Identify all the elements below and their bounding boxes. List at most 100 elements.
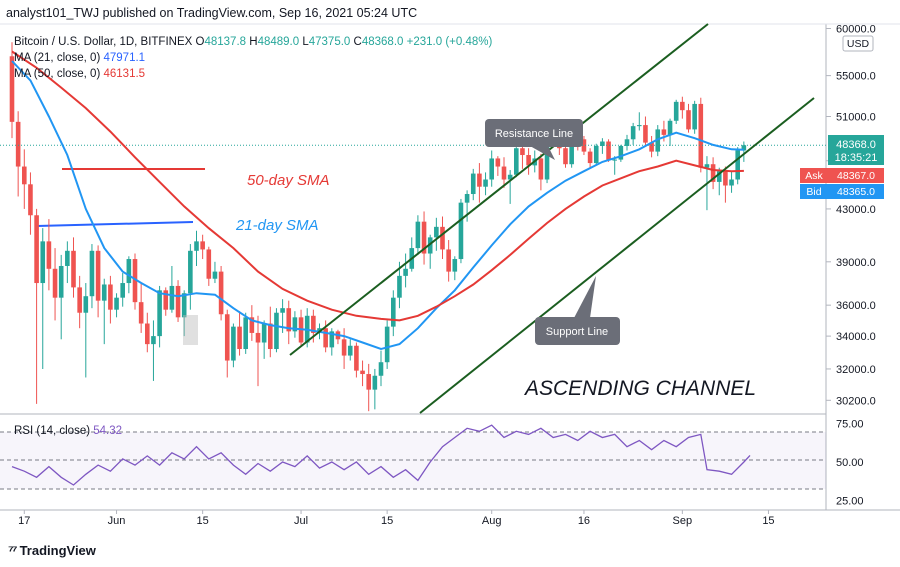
- candle-body: [593, 145, 599, 164]
- candle-body: [311, 315, 316, 333]
- pattern-annotation[interactable]: ASCENDING CHANNEL: [523, 377, 756, 400]
- ma21-legend-row[interactable]: MA (21, close, 0) 47971.1: [14, 52, 145, 64]
- candle: [255, 315, 261, 387]
- candle: [212, 261, 218, 284]
- price-tick-label: 39000.0: [836, 257, 876, 269]
- candle-body: [157, 290, 162, 337]
- candle-body: [372, 375, 378, 390]
- candle: [335, 329, 341, 345]
- candle: [692, 100, 697, 134]
- bid-value-box: [828, 184, 884, 199]
- symbol-legend-row[interactable]: Bitcoin / U.S. Dollar, 1D, BITFINEX O481…: [14, 36, 492, 48]
- candle-body: [686, 110, 691, 130]
- candle: [268, 306, 273, 358]
- candle-body: [126, 259, 132, 284]
- price-tag-box: [828, 135, 884, 165]
- rsi-axis[interactable]: 75.00 50.00 25.00: [836, 419, 864, 508]
- candle: [489, 150, 494, 187]
- resistance-callout[interactable]: Resistance Line: [485, 119, 583, 160]
- candle-body: [637, 125, 642, 127]
- candle-body: [52, 268, 58, 298]
- candle-body: [446, 249, 451, 272]
- candle-body: [175, 285, 181, 318]
- candle-body: [507, 174, 513, 180]
- ma50-legend-row[interactable]: MA (50, close, 0) 46131.5: [14, 68, 145, 80]
- candle-body: [716, 171, 722, 182]
- candle-body: [65, 250, 70, 266]
- support-line[interactable]: [419, 97, 815, 414]
- sma50-annotation[interactable]: 50-day SMA: [247, 172, 330, 189]
- candle-body: [698, 103, 704, 168]
- candle-body: [538, 158, 544, 180]
- candle: [606, 139, 611, 162]
- ask-label-box: [800, 168, 828, 183]
- ask-value-box: [828, 168, 884, 183]
- resistance-line[interactable]: [289, 23, 709, 356]
- candle: [593, 143, 599, 166]
- candle-body: [71, 250, 76, 288]
- candle-body: [163, 290, 169, 310]
- time-axis[interactable]: 17 Jun 15 Jul 15 Aug 16 Sep 15: [18, 510, 775, 527]
- candle: [157, 285, 162, 348]
- close-value: 48368.0: [361, 36, 404, 48]
- candle: [673, 99, 679, 124]
- candle-body: [83, 296, 89, 313]
- price-axis[interactable]: 60000.055000.051000.047000.043000.039000…: [826, 23, 876, 407]
- open-label: O: [195, 36, 205, 48]
- candle-body: [600, 141, 605, 146]
- candle-body: [151, 336, 156, 345]
- rsi-tick-label: 75.00: [836, 419, 864, 431]
- price-tick-label: 32000.0: [836, 364, 876, 376]
- support-callout[interactable]: Support Line: [535, 276, 620, 345]
- candle: [470, 168, 476, 201]
- price-tick-label: 30200.0: [836, 395, 876, 407]
- time-tick-label: 15: [197, 515, 209, 527]
- candle: [151, 320, 156, 381]
- sma21-annotation[interactable]: 21-day SMA: [235, 217, 319, 234]
- candle-body: [612, 159, 617, 161]
- candle-body: [224, 314, 230, 361]
- ask-value: 48367.0: [837, 170, 875, 182]
- candle-body: [495, 158, 501, 167]
- candle-body: [704, 164, 710, 168]
- resistance-callout-text: Resistance Line: [495, 128, 573, 140]
- candle: [175, 280, 181, 322]
- candle-body: [520, 148, 525, 156]
- candle: [464, 190, 470, 222]
- rsi-line: [11, 424, 751, 486]
- candle: [391, 290, 396, 337]
- candle-body: [618, 145, 624, 160]
- candle: [89, 244, 95, 309]
- rsi-legend-row[interactable]: RSI (14, close) 54.32: [14, 425, 122, 437]
- candle: [643, 116, 648, 146]
- candle-body: [181, 293, 187, 318]
- candle-body: [9, 56, 15, 122]
- candle-body: [15, 121, 21, 167]
- candle-body: [200, 241, 205, 250]
- candle-body: [477, 173, 482, 187]
- bid-label-box: [800, 184, 828, 199]
- candle: [434, 217, 439, 251]
- tradingview-footer[interactable]: ⁷⁷ TradingView: [8, 542, 96, 558]
- resistance-callout-box: [485, 119, 583, 147]
- currency-badge[interactable]: USD: [847, 38, 870, 50]
- candle-body: [28, 184, 33, 216]
- candle-body: [421, 221, 427, 254]
- candle: [581, 135, 587, 156]
- candle: [526, 148, 531, 175]
- candle-body: [169, 285, 175, 310]
- candle: [501, 157, 507, 188]
- candle-body: [34, 215, 39, 284]
- candle-body: [114, 297, 119, 310]
- candle-body: [470, 173, 476, 195]
- candles-layer: [0, 42, 826, 412]
- candle: [354, 342, 359, 378]
- candle: [169, 265, 175, 313]
- candle-body: [58, 265, 64, 298]
- candle: [378, 350, 384, 387]
- sma21-annotation-line[interactable]: [36, 221, 194, 227]
- candle: [624, 134, 630, 151]
- candle: [188, 244, 193, 310]
- candle-body: [735, 150, 740, 180]
